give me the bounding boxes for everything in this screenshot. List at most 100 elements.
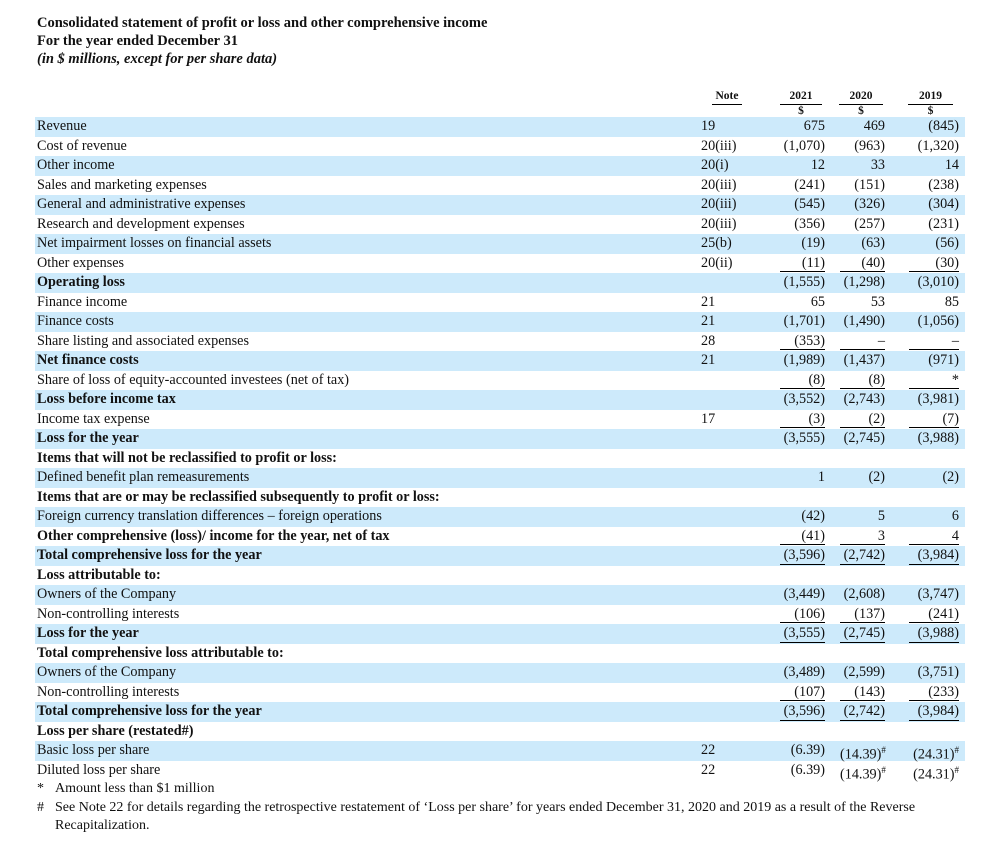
value-cell-2021: (19) [801,235,825,251]
value-cell-2020: 469 [863,118,885,134]
value-cell-2019: – [909,332,959,350]
row-label: Loss per share (restated#) [37,722,194,739]
value-cell-2019: (3,010) [917,274,959,290]
value-cell-2020: (2,745) [843,430,885,446]
value-cell-2019: (241) [909,605,959,623]
table-row: Total comprehensive loss for the year (3,… [35,546,965,566]
value-cell-2020: (2,745) [840,624,885,643]
row-note: 17 [701,410,716,427]
row-label: Finance costs [37,313,114,329]
value-cell-2021: (241) [794,176,825,193]
row-note: 20(iii) [701,137,737,154]
value-cell-2020: 53 [870,293,885,310]
value-cell-2021: (6.39) [790,742,825,758]
value-cell-2021: (106) [780,605,825,623]
table-row: Share of loss of equity-accounted invest… [35,371,965,391]
value-cell-2019 [909,449,959,467]
table-row: Cost of revenue 20(iii) (1,070) (963) (1,320… [35,137,965,157]
value-cell-2020: (63) [861,235,885,251]
restated-mark: # [881,764,886,775]
value-cell-2019 [909,488,959,506]
table-row: Research and development expenses 20(iii)… [35,215,965,235]
table-row: Income tax expense 17 (3) (2) (7) [35,410,965,430]
table-row: Net finance costs 21 (1,989) (1,437) (971) [35,351,965,371]
row-label: Other income [37,157,115,173]
value-cell-2021: 65 [810,293,825,310]
value-cell-2020: (14.39)# [840,764,886,783]
value-cell-2019: 6 [951,508,959,524]
value-cell-2021: (8) [780,371,825,389]
table-row: Diluted loss per share 22 (6.39) (14.39)# (2… [35,761,965,783]
value-cell-2021: (3) [780,410,825,428]
value-cell-2019: (3,984) [909,546,959,565]
value-cell-2020: (257) [854,215,885,232]
value-cell-2019: (2) [942,469,959,485]
footnote: * Amount less than $1 million [37,781,215,796]
value-cell-2019: (3,981) [917,391,959,407]
row-note: 28 [701,332,716,349]
row-label: Total comprehensive loss for the year [37,547,262,563]
value-cell-2020: (143) [840,683,885,701]
table-row: General and administrative expenses 20(ii… [35,195,965,215]
table-row: Non-controlling interests (107) (143) (233) [35,683,965,703]
value-cell-2019: 85 [944,293,959,310]
value-cell-2019: (3,984) [909,702,959,721]
value-cell-2021: (3,596) [780,546,825,565]
table-row: Share listing and associated expenses 28 (… [35,332,965,352]
value-cell-2021: (1,555) [783,274,825,290]
table-row: Loss before income tax (3,552) (2,743) (3,9… [35,390,965,410]
row-note: 20(iii) [701,196,737,212]
row-label: Loss before income tax [37,391,176,407]
table-row: Total comprehensive loss for the year (3,… [35,702,965,722]
value-cell-2020: (8) [840,371,885,389]
row-label: Share of loss of equity-accounted invest… [37,371,350,388]
value-cell-2019: (304) [928,196,959,212]
value-cell-2020: (14.39)# [840,745,886,763]
row-label: Sales and marketing expenses [37,176,207,193]
row-label: Other expenses [37,254,125,271]
value-cell-2021: (1,989) [783,352,825,368]
value-cell-2021: (11) [780,254,825,272]
row-label: Loss for the year [37,430,139,446]
table-row: Owners of the Company (3,489) (2,599) (3,75… [35,663,965,683]
value-cell-2019: (971) [928,352,959,368]
value-cell-2020 [840,488,885,506]
value-cell-2019: (231) [928,215,959,232]
table-row: Operating loss (1,555) (1,298) (3,010) [35,273,965,293]
value-cell-2021: (3,596) [780,702,825,721]
value-cell-2019: (238) [928,176,959,193]
value-cell-2019 [909,644,959,662]
value-cell-2021 [780,488,825,506]
value-cell-2020: (1,437) [843,352,885,368]
table-row: Owners of the Company (3,449) (2,608) (3,74… [35,585,965,605]
value-cell-2019: (1,056) [917,313,959,329]
row-label: Defined benefit plan remeasurements [37,469,250,485]
value-cell-2021: (3,555) [783,430,825,446]
value-cell-2020 [840,449,885,467]
row-label: Total comprehensive loss attributable to… [37,644,284,661]
value-cell-2019: * [909,371,959,389]
statement-title: Consolidated statement of profit or loss… [37,15,488,31]
restated-mark: # [954,745,960,755]
value-cell-2019: (233) [909,683,959,701]
value-cell-2020: (2) [868,469,885,485]
income-statement-table: Revenue 19 675 469 (845) Cost of revenue 20(ii… [35,117,965,783]
value-cell-2021: (3,552) [783,391,825,407]
row-label: General and administrative expenses [37,196,246,212]
value-cell-2020: (326) [854,196,885,212]
value-cell-2019: 4 [909,527,959,545]
table-row: Defined benefit plan remeasurements 1 (2) (… [35,468,965,488]
table-row: Foreign currency translation differences… [35,507,965,527]
value-cell-2020: – [840,332,885,350]
row-note: 22 [701,761,716,778]
value-cell-2021: (6.39) [790,761,825,778]
year-column-header-2020: 2020 $ [839,90,883,118]
restated-mark: # [954,764,960,775]
row-label: Non-controlling interests [37,683,180,700]
row-label: Operating loss [37,274,125,290]
value-cell-2019: (1,320) [917,137,959,154]
value-cell-2019: (3,988) [917,430,959,446]
table-row: Finance income 21 65 53 85 [35,293,965,313]
value-cell-2020: 5 [877,508,885,524]
row-label: Finance income [37,293,128,310]
